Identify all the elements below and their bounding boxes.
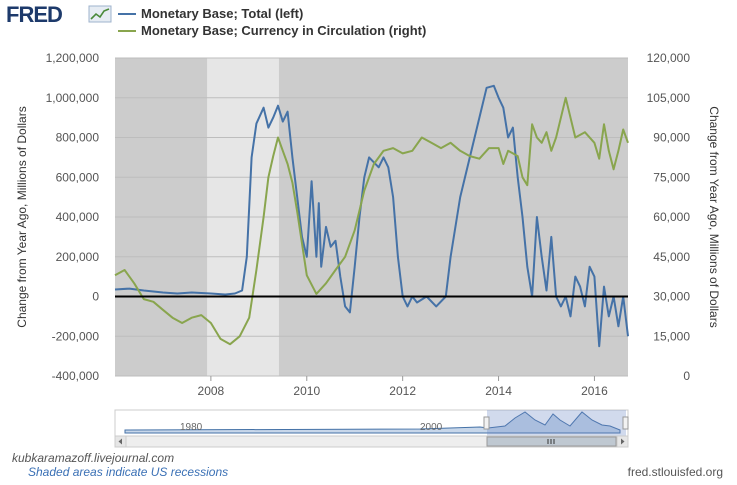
legend-item-total[interactable]: Monetary Base; Total (left) xyxy=(118,6,303,21)
fred-logo[interactable]: FRED xyxy=(6,2,112,27)
x-tick-label: 2008 xyxy=(198,384,225,398)
scroll-right-arrow-icon xyxy=(621,438,625,445)
logo-text: FRED xyxy=(6,2,62,27)
left-tick-label: 800,000 xyxy=(56,131,100,145)
left-tick-label: 1,200,000 xyxy=(46,51,100,65)
left-axis-title: Change from Year Ago, Millions of Dollar… xyxy=(15,106,29,327)
right-tick-label: 90,000 xyxy=(653,131,690,145)
right-tick-label: 0 xyxy=(683,369,690,383)
watermark-text: kubkaramazoff.livejournal.com xyxy=(12,451,175,465)
x-tick-label: 2012 xyxy=(389,384,416,398)
right-tick-label: 105,000 xyxy=(647,91,691,105)
series-line-currency[interactable] xyxy=(114,96,629,346)
navigator-left-handle[interactable] xyxy=(483,416,490,430)
left-tick-label: -400,000 xyxy=(52,369,100,383)
right-axis-title: Change from Year Ago, Millions of Dollar… xyxy=(707,106,721,327)
legend-item-currency[interactable]: Monetary Base; Currency in Circulation (… xyxy=(118,23,426,38)
scrollbar-grip-icon xyxy=(547,439,555,444)
legend: Monetary Base; Total (left) Monetary Bas… xyxy=(118,6,426,38)
x-tick-label: 2014 xyxy=(485,384,512,398)
right-axis-ticks: 0 15,000 30,000 45,000 60,000 75,000 90,000 105… xyxy=(647,51,691,383)
right-tick-label: 75,000 xyxy=(653,170,690,184)
left-tick-label: 400,000 xyxy=(56,210,100,224)
left-axis-ticks: -400,000 -200,000 0 200,000 400,000 600,000 80… xyxy=(46,51,100,383)
line-chart-icon xyxy=(88,5,112,23)
recession-note: Shaded areas indicate US recessions xyxy=(28,465,229,479)
left-tick-label: 600,000 xyxy=(56,170,100,184)
right-tick-label: 60,000 xyxy=(653,210,690,224)
x-tick-label: 2010 xyxy=(293,384,320,398)
right-tick-label: 30,000 xyxy=(653,290,690,304)
series-layer xyxy=(114,84,629,348)
legend-label-currency: Monetary Base; Currency in Circulation (… xyxy=(141,23,426,38)
series-line-total[interactable] xyxy=(114,84,629,348)
scrollbar[interactable] xyxy=(114,435,629,448)
x-tick-label: 2016 xyxy=(581,384,608,398)
left-tick-label: -200,000 xyxy=(52,329,100,343)
navigator-year-1980: 1980 xyxy=(180,422,203,433)
source-link[interactable]: fred.stlouisfed.org xyxy=(627,465,723,479)
right-tick-label: 120,000 xyxy=(647,51,691,65)
scroll-left-arrow-icon xyxy=(118,438,122,445)
left-tick-label: 0 xyxy=(92,290,99,304)
navigator-year-2000: 2000 xyxy=(420,422,443,433)
navigator-selection[interactable] xyxy=(487,410,626,436)
legend-label-total: Monetary Base; Total (left) xyxy=(141,6,303,21)
right-tick-label: 15,000 xyxy=(653,329,690,343)
left-tick-label: 200,000 xyxy=(56,250,100,264)
x-axis-ticks: 2008 2010 2012 2014 2016 xyxy=(198,376,608,398)
right-tick-label: 45,000 xyxy=(653,250,690,264)
navigator-series-shape xyxy=(124,411,621,434)
navigator[interactable]: 1980 2000 xyxy=(114,409,629,437)
navigator-right-handle[interactable] xyxy=(622,416,629,430)
left-tick-label: 1,000,000 xyxy=(46,91,100,105)
